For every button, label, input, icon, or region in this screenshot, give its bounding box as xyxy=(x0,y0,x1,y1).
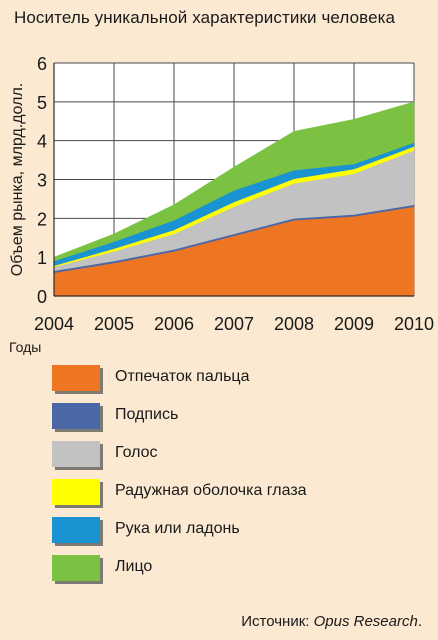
y-tick-label: 5 xyxy=(37,93,47,113)
legend-swatch xyxy=(52,555,100,581)
legend-swatch xyxy=(52,403,100,429)
legend-item: Голос xyxy=(52,438,412,476)
chart-area: 0 1 2 3 4 5 6 2004 2005 2006 2007 2008 2009 2010 Объем… xyxy=(9,54,434,355)
legend-label: Радужная оболочка глаза xyxy=(115,482,307,499)
x-tick-label: 2008 xyxy=(274,314,314,334)
x-tick-label: 2010 xyxy=(394,314,434,334)
legend-label: Лицо xyxy=(115,558,153,575)
y-tick-label: 1 xyxy=(37,248,47,268)
legend-label: Отпечаток пальца xyxy=(115,368,250,385)
legend-label: Подпись xyxy=(115,406,179,423)
legend-item: Радужная оболочка глаза xyxy=(52,476,412,514)
y-axis-label: Объем рынка, млрд.долл. xyxy=(9,83,26,276)
y-tick-label: 3 xyxy=(37,171,47,191)
chart-title: Носитель уникальной характеристики челов… xyxy=(14,8,396,27)
x-tick-label: 2005 xyxy=(94,314,134,334)
legend-item: Подпись xyxy=(52,400,412,438)
legend-swatch xyxy=(52,517,100,543)
legend-swatch xyxy=(52,441,100,467)
legend-item: Рука или ладонь xyxy=(52,514,412,552)
source-note: Источник: Opus Research. xyxy=(241,613,422,630)
source-name: Opus Research xyxy=(313,613,418,630)
x-tick-label: 2006 xyxy=(154,314,194,334)
x-tick-label: 2007 xyxy=(214,314,254,334)
legend: Отпечаток пальца Подпись Голос Радужная обо… xyxy=(52,362,412,590)
y-tick-label: 2 xyxy=(37,209,47,229)
legend-item: Лицо xyxy=(52,552,412,590)
legend-label: Голос xyxy=(115,444,158,461)
y-tick-label: 0 xyxy=(37,287,47,307)
x-tick-label: 2004 xyxy=(34,314,74,334)
area-series-6 xyxy=(53,101,415,262)
legend-swatch xyxy=(52,365,100,391)
y-tick-label: 4 xyxy=(37,132,47,152)
x-tick-label: 2009 xyxy=(334,314,374,334)
legend-label: Рука или ладонь xyxy=(115,520,240,537)
legend-item: Отпечаток пальца xyxy=(52,362,412,400)
legend-swatch xyxy=(52,479,100,505)
y-tick-label: 6 xyxy=(37,54,47,74)
source-suffix: . xyxy=(417,613,422,630)
x-axis-label: Годы xyxy=(9,339,41,355)
source-prefix: Источник: xyxy=(241,613,314,630)
